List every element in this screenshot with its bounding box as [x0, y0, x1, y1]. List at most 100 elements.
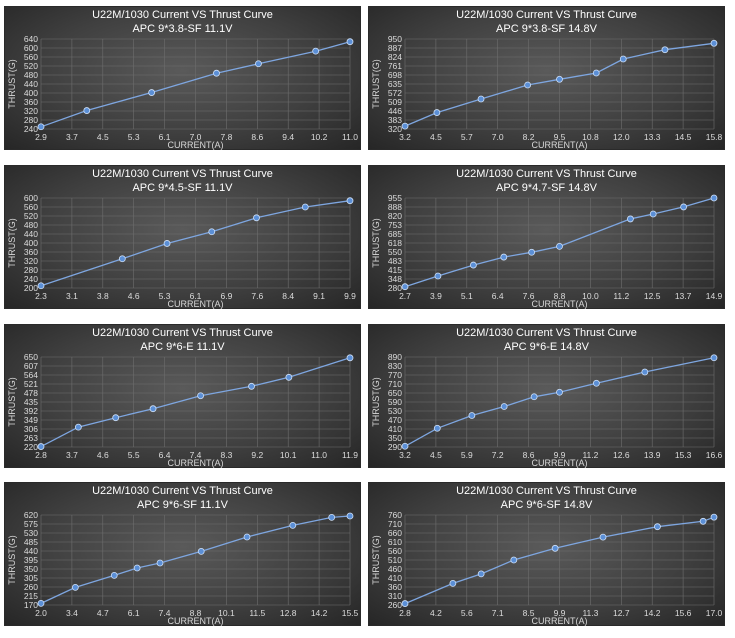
x-tick-label: 2.0: [35, 608, 47, 618]
data-point: [524, 81, 532, 89]
data-point: [551, 544, 559, 552]
x-tick-label: 3.2: [399, 132, 411, 142]
data-point: [556, 243, 563, 250]
y-tick-label: 660: [388, 528, 402, 538]
data-point: [37, 282, 45, 290]
y-tick-label: 348: [388, 274, 402, 284]
chart-title: U22M/1030 Current VS Thrust Curve: [92, 168, 273, 180]
y-tick-label: 410: [388, 424, 402, 434]
y-tick-label: 887: [388, 43, 402, 53]
x-tick-label: 4.6: [97, 450, 109, 460]
data-point: [477, 570, 485, 578]
x-axis-label: CURRENT(A): [532, 299, 588, 309]
data-point: [680, 203, 688, 211]
y-tick-label: 685: [388, 229, 402, 239]
data-point: [500, 403, 508, 410]
data-point: [255, 60, 262, 68]
y-tick-label: 600: [24, 193, 38, 203]
x-tick-label: 11.2: [582, 450, 598, 460]
x-tick-label: 12.5: [644, 291, 661, 301]
chart-panel: U22M/1030 Current VS Thrust Curve APC 9*6…: [368, 482, 725, 626]
data-point: [71, 584, 79, 591]
x-tick-label: 8.2: [523, 132, 535, 142]
y-tick-label: 440: [24, 546, 38, 556]
data-point: [148, 89, 156, 96]
y-axis-label: THRUST(G): [371, 377, 381, 427]
x-tick-label: 12.8: [280, 608, 297, 618]
y-tick-label: 575: [24, 519, 38, 529]
x-axis-label: CURRENT(A): [532, 140, 588, 150]
y-tick-label: 392: [24, 406, 38, 416]
x-tick-label: 5.1: [461, 291, 473, 301]
x-tick-label: 9.5: [554, 132, 566, 142]
series-line: [40, 357, 351, 448]
x-tick-label: 8.8: [554, 291, 566, 301]
y-tick-label: 520: [24, 61, 38, 71]
data-point: [156, 559, 164, 567]
x-tick-label: 9.1: [313, 291, 325, 301]
x-tick-label: 4.5: [430, 450, 442, 460]
x-tick-label: 13.7: [675, 291, 692, 301]
y-axis-label: THRUST(G): [7, 59, 17, 109]
x-tick-label: 3.9: [430, 291, 442, 301]
y-tick-label: 360: [24, 247, 38, 257]
chart-panel: U22M/1030 Current VS Thrust Curve APC 9*4…: [368, 165, 725, 309]
chart-subtitle: APC 9*6-SF 11.1V: [137, 499, 228, 511]
y-tick-label: 824: [388, 52, 402, 62]
chart-panel: U22M/1030 Current VS Thrust Curve APC 9*3…: [368, 6, 725, 150]
x-tick-label: 11.0: [342, 132, 358, 142]
data-point: [627, 215, 634, 223]
y-tick-label: 955: [388, 193, 402, 203]
x-tick-label: 7.2: [492, 450, 504, 460]
y-tick-label: 306: [24, 424, 38, 434]
y-tick-label: 305: [24, 573, 38, 583]
data-point: [556, 75, 563, 83]
x-tick-label: 10.0: [582, 291, 599, 301]
y-tick-label: 280: [24, 115, 38, 125]
chart-subtitle: APC 9*3.8-SF 14.8V: [496, 23, 597, 35]
x-tick-label: 9.9: [344, 291, 356, 301]
x-tick-label: 15.6: [675, 608, 692, 618]
data-point: [510, 556, 518, 564]
x-tick-label: 4.5: [97, 132, 109, 142]
y-tick-label: 478: [24, 388, 38, 398]
y-tick-label: 607: [24, 361, 38, 371]
data-point: [37, 443, 45, 450]
data-point: [433, 424, 441, 432]
y-tick-label: 820: [388, 211, 402, 221]
x-axis-label: CURRENT(A): [532, 458, 588, 468]
x-tick-label: 7.8: [220, 132, 232, 142]
x-tick-label: 7.6: [251, 291, 263, 301]
data-point: [346, 512, 354, 520]
y-tick-label: 360: [24, 97, 38, 107]
x-tick-label: 8.5: [523, 608, 535, 618]
x-tick-label: 11.0: [311, 450, 327, 460]
x-tick-label: 8.3: [220, 450, 232, 460]
x-tick-label: 5.3: [159, 291, 171, 301]
x-tick-label: 10.1: [280, 450, 297, 460]
data-point: [163, 240, 171, 247]
data-point: [346, 197, 354, 205]
chart-subtitle: APC 9*3.8-SF 11.1V: [132, 23, 233, 35]
x-tick-label: 14.5: [675, 132, 692, 142]
data-point: [556, 388, 563, 396]
y-axis-label: THRUST(G): [371, 59, 381, 109]
x-tick-label: 7.4: [159, 608, 171, 618]
y-tick-label: 400: [24, 88, 38, 98]
x-tick-label: 13.3: [644, 132, 661, 142]
x-tick-label: 6.9: [220, 291, 232, 301]
y-tick-label: 440: [24, 79, 38, 89]
x-tick-label: 5.3: [128, 132, 140, 142]
data-point: [110, 572, 118, 579]
series-line: [404, 197, 715, 288]
y-tick-label: 263: [24, 433, 38, 443]
data-point: [649, 210, 657, 218]
y-tick-label: 698: [388, 70, 402, 80]
y-tick-label: 320: [24, 256, 38, 266]
y-axis-label: THRUST(G): [7, 535, 17, 585]
